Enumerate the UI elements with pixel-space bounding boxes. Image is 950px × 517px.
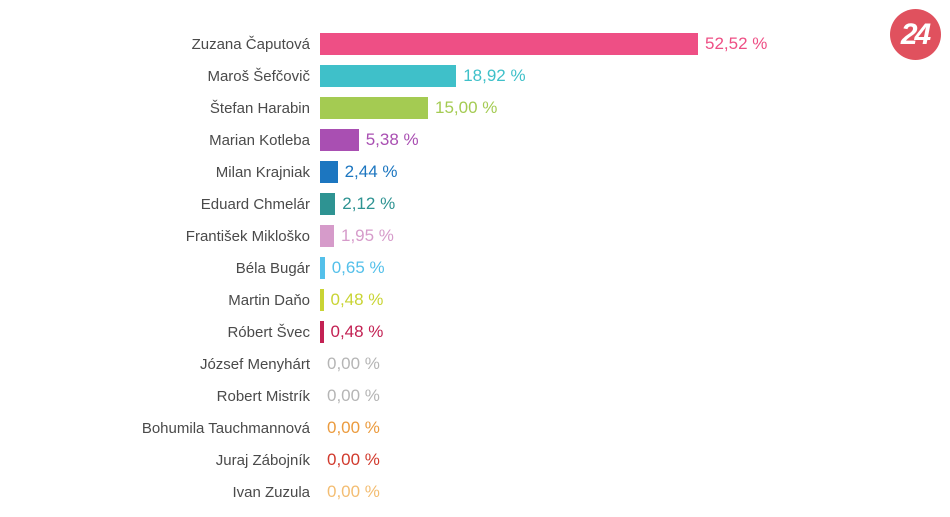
candidate-name: Maroš Šefčovič xyxy=(207,67,310,85)
result-value: 0,00 % xyxy=(327,386,380,405)
bar-area: 18,92 % xyxy=(320,65,526,87)
chart-row: Bohumila Tauchmannová 0,00 % xyxy=(0,412,880,444)
candidate-name: Juraj Zábojník xyxy=(215,451,310,469)
chart-row: Béla Bugár 0,65 % xyxy=(0,252,880,284)
bar-area: 2,12 % xyxy=(320,193,395,215)
candidate-name: Zuzana Čaputová xyxy=(191,35,310,53)
candidate-name: František Mikloško xyxy=(185,227,310,245)
chart-row: František Mikloško 1,95 % xyxy=(0,220,880,252)
result-bar xyxy=(320,129,359,151)
bar-area: 15,00 % xyxy=(320,97,497,119)
chart-row: József Menyhárt 0,00 % xyxy=(0,348,880,380)
candidate-name: Róbert Švec xyxy=(227,323,310,341)
result-value: 15,00 % xyxy=(435,98,498,117)
bar-area: 0,65 % xyxy=(320,257,385,279)
result-value: 2,12 % xyxy=(342,194,396,213)
candidate-name: Bohumila Tauchmannová xyxy=(141,419,310,437)
result-bar xyxy=(320,97,428,119)
chart-row: Eduard Chmelár 2,12 % xyxy=(0,188,880,220)
bar-area: 0,00 % xyxy=(320,450,380,470)
chart-row: Marian Kotleba 5,38 % xyxy=(0,124,880,156)
bar-area: 1,95 % xyxy=(320,225,394,247)
result-value: 1,95 % xyxy=(341,226,394,245)
candidate-name: Martin Daňo xyxy=(228,291,310,309)
candidate-name: Štefan Harabin xyxy=(209,99,310,117)
chart-row: Maroš Šefčovič 18,92 % xyxy=(0,60,880,92)
bar-area: 0,00 % xyxy=(320,386,380,406)
chart-row: Ivan Zuzula 0,00 % xyxy=(0,476,880,508)
candidate-name: Marian Kotleba xyxy=(209,131,310,149)
result-bar xyxy=(320,65,457,87)
result-value: 0,00 % xyxy=(327,354,380,373)
bar-area: 0,00 % xyxy=(320,482,380,502)
candidate-name: Ivan Zuzula xyxy=(232,483,310,501)
results-bar-chart: Zuzana Čaputová 52,52 % Maroš Šefčovič 1… xyxy=(0,28,880,508)
chart-row: Milan Krajniak 2,44 % xyxy=(0,156,880,188)
result-bar xyxy=(320,33,698,55)
bar-area: 52,52 % xyxy=(320,33,767,55)
result-value: 0,65 % xyxy=(331,258,385,277)
result-bar xyxy=(320,289,324,311)
result-value: 0,00 % xyxy=(327,482,380,501)
result-value: 5,38 % xyxy=(365,130,419,149)
candidate-name: Milan Krajniak xyxy=(215,163,310,181)
chart-row: Róbert Švec 0,48 % xyxy=(0,316,880,348)
bar-area: 0,00 % xyxy=(320,354,380,374)
result-value: 52,52 % xyxy=(705,34,768,53)
chart-row: Juraj Zábojník 0,00 % xyxy=(0,444,880,476)
bar-area: 0,00 % xyxy=(320,418,380,438)
bar-area: 5,38 % xyxy=(320,129,419,151)
bar-area: 0,48 % xyxy=(320,289,383,311)
result-bar xyxy=(320,257,325,279)
result-value: 0,48 % xyxy=(330,290,384,309)
result-bar xyxy=(320,161,338,183)
candidate-name: Robert Mistrík xyxy=(216,387,310,405)
result-bar xyxy=(320,321,324,343)
result-bar xyxy=(320,193,336,215)
chart-row: Robert Mistrík 0,00 % xyxy=(0,380,880,412)
chart-row: Zuzana Čaputová 52,52 % xyxy=(0,28,880,60)
chart-row: Štefan Harabin 15,00 % xyxy=(0,92,880,124)
result-value: 18,92 % xyxy=(463,66,526,85)
bar-area: 0,48 % xyxy=(320,321,383,343)
chart-row: Martin Daňo 0,48 % xyxy=(0,284,880,316)
logo-label: 24 xyxy=(900,17,931,51)
logo-24: 24 xyxy=(890,9,941,60)
result-bar xyxy=(320,225,334,247)
result-value: 0,00 % xyxy=(327,418,380,437)
candidate-name: Eduard Chmelár xyxy=(200,195,310,213)
bar-area: 2,44 % xyxy=(320,161,398,183)
result-value: 2,44 % xyxy=(344,162,398,181)
result-value: 0,48 % xyxy=(330,322,384,341)
candidate-name: József Menyhárt xyxy=(199,355,310,373)
result-value: 0,00 % xyxy=(327,450,380,469)
candidate-name: Béla Bugár xyxy=(235,259,310,277)
